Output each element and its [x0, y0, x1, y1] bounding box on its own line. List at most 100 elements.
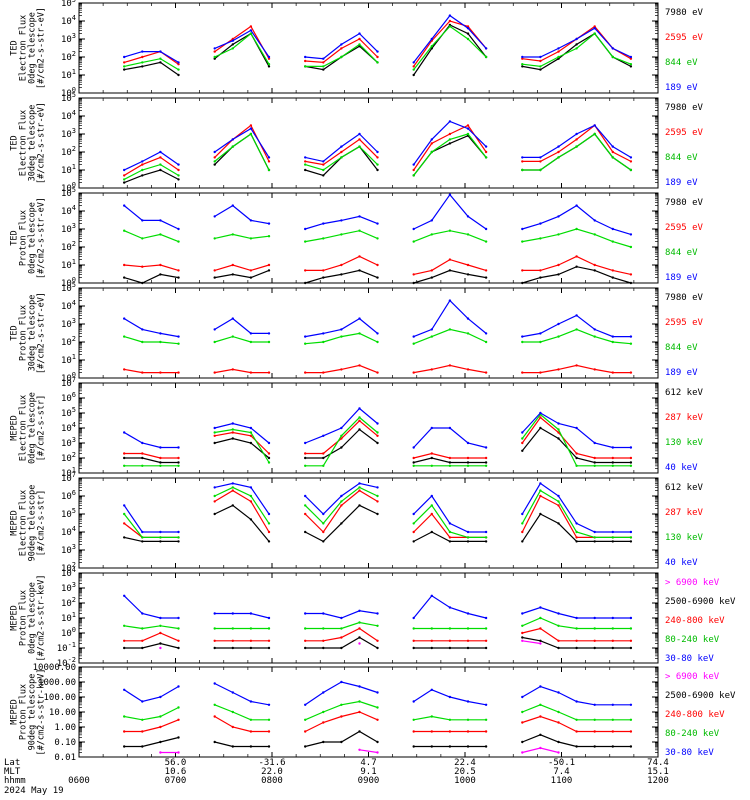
series-line-130-keV [214, 486, 270, 524]
series-line-30-80-keV [413, 689, 487, 706]
legend-entry: 189 eV [665, 178, 698, 188]
series-line-844-eV [413, 328, 487, 345]
legend-entry: 80-240 keV [665, 729, 720, 739]
y-axis-label: Electron Flux [19, 110, 29, 177]
y-tick-label: 103 [61, 127, 76, 140]
series-line-80-240-keV [413, 715, 487, 721]
legend-entry: 612 keV [665, 388, 704, 398]
series-line-287-keV [413, 513, 487, 539]
y-tick-label: 100 [61, 626, 76, 639]
series-line-2595-eV [214, 264, 270, 272]
series-line-612-keV [413, 457, 487, 464]
y-tick-label: 102 [61, 145, 76, 158]
y-tick-label: 100 [61, 181, 76, 194]
legend-entry: 2500-6900 keV [665, 691, 736, 701]
series-line-844-eV [522, 133, 632, 171]
y-tick-label: 101 [61, 258, 76, 271]
series-line-189-eV [124, 50, 179, 63]
y-axis-label: MEPED [10, 510, 20, 536]
y-tick-label: 1000.00 [38, 678, 76, 688]
series-line-189-eV [305, 215, 378, 230]
series-line-80-240-keV [522, 617, 631, 630]
y-tick-label: 103 [61, 317, 76, 330]
series-line-2595-eV [305, 38, 378, 64]
series-line-844-eV [124, 336, 179, 345]
series-line-2595-eV [305, 255, 378, 271]
x-tick-lat: 56.0 [165, 758, 187, 768]
series-line-7980-eV [124, 273, 179, 284]
y-axis-label: Electron Flux [19, 490, 29, 557]
series-line--6900-keV [522, 640, 541, 645]
series-line-40-keV [521, 482, 631, 533]
series-line-130-keV [214, 428, 270, 463]
panel-frame-4 [78, 287, 659, 379]
y-axis-label: [#/cm2-s-str-eV] [37, 197, 47, 279]
series-line-30-80-keV [214, 682, 270, 706]
series-line-30-80-keV [214, 612, 270, 619]
series-line-40-keV [304, 482, 378, 515]
x-tick-hhmm: 0700 [165, 776, 187, 786]
y-axis-label: 0deg telescope [28, 12, 38, 84]
legend-entry: 287 keV [665, 508, 704, 518]
series-line-2595-eV [413, 258, 487, 275]
series-line-240-800-keV [522, 627, 631, 642]
series-line-612-keV [521, 427, 631, 464]
legend-entry: 40 keV [665, 558, 698, 568]
y-tick-label: 102 [61, 240, 76, 253]
series-line-240-800-keV [305, 627, 378, 642]
series-line-844-eV [214, 233, 270, 240]
legend-entry: 80-240 keV [665, 635, 720, 645]
series-line-2500-6900-keV [305, 730, 378, 748]
series-line-30-80-keV [413, 595, 487, 619]
legend-entry: 7980 eV [665, 293, 704, 303]
legend-entry: 2595 eV [665, 128, 704, 138]
x-tick-hhmm: 0900 [358, 776, 380, 786]
series-line-2500-6900-keV [522, 636, 631, 649]
series-line-189-eV [413, 14, 487, 63]
y-tick-label: 102 [61, 451, 76, 464]
series-line-844-eV [413, 133, 487, 176]
y-axis-label: [#/cm2-s-str-eV] [37, 102, 47, 184]
y-axis-label: MEPED [10, 699, 20, 725]
y-axis-label: MEPED [10, 605, 20, 631]
series-line-189-eV [305, 133, 378, 163]
y-axis-label: 0deg telescope [28, 202, 38, 274]
series-line--6900-keV [522, 747, 559, 754]
x-tick-mlt: 7.4 [553, 767, 569, 777]
series-line-30-80-keV [521, 685, 631, 706]
series-line-40-keV [123, 505, 179, 533]
series-line-130-keV [521, 413, 631, 467]
y-tick-label: 105 [61, 507, 76, 520]
y-axis-label: 90deg telescope [28, 485, 38, 562]
series-line-287-keV [413, 452, 487, 459]
y-tick-label: 0.10 [54, 738, 76, 748]
y-tick-label: 105 [61, 281, 76, 294]
y-tick-label: 104 [61, 421, 76, 434]
y-tick-label: 10-2 [57, 656, 76, 669]
x-tick-mlt: 20.5 [454, 767, 476, 777]
x-axis-row-label: Lat [4, 758, 20, 768]
series-line-240-800-keV [522, 715, 631, 733]
y-tick-label: 105 [61, 91, 76, 104]
legend-entry: 130 keV [665, 533, 704, 543]
y-tick-label: 107 [61, 376, 76, 389]
legend-entry: 2595 eV [665, 33, 704, 43]
y-tick-label: 1.00 [54, 723, 76, 733]
y-tick-label: 103 [61, 436, 76, 449]
series-line-612-keV [521, 513, 631, 543]
series-line-844-eV [214, 133, 270, 171]
series-line-287-keV [214, 489, 270, 533]
legend-entry: 7980 eV [665, 198, 704, 208]
legend-entry: 2500-6900 keV [665, 597, 736, 607]
series-line-844-eV [522, 228, 632, 248]
y-tick-label: 102 [61, 335, 76, 348]
series-line-7980-eV [123, 169, 179, 184]
legend-entry: 40 keV [665, 463, 698, 473]
x-axis-row-label: 2024 May 19 [4, 786, 64, 796]
x-tick-hhmm: 0800 [261, 776, 283, 786]
series-line-189-eV [305, 32, 378, 60]
series-line-612-keV [305, 428, 378, 459]
series-line-189-eV [214, 127, 270, 158]
series-line-844-eV [522, 328, 631, 345]
series-line-844-eV [305, 230, 378, 243]
